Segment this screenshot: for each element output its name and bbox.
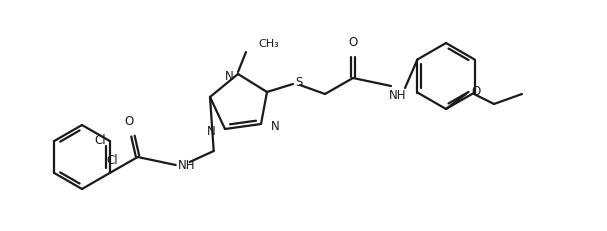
Text: O: O xyxy=(124,115,134,128)
Text: S: S xyxy=(295,76,302,89)
Text: O: O xyxy=(471,85,480,98)
Text: N: N xyxy=(225,70,234,83)
Text: NH: NH xyxy=(178,159,195,172)
Text: NH: NH xyxy=(389,89,407,102)
Text: CH₃: CH₃ xyxy=(258,39,279,49)
Text: Cl: Cl xyxy=(94,134,106,146)
Text: Cl: Cl xyxy=(106,153,118,166)
Text: O: O xyxy=(348,36,358,49)
Text: N: N xyxy=(207,125,216,138)
Text: N: N xyxy=(271,120,280,133)
